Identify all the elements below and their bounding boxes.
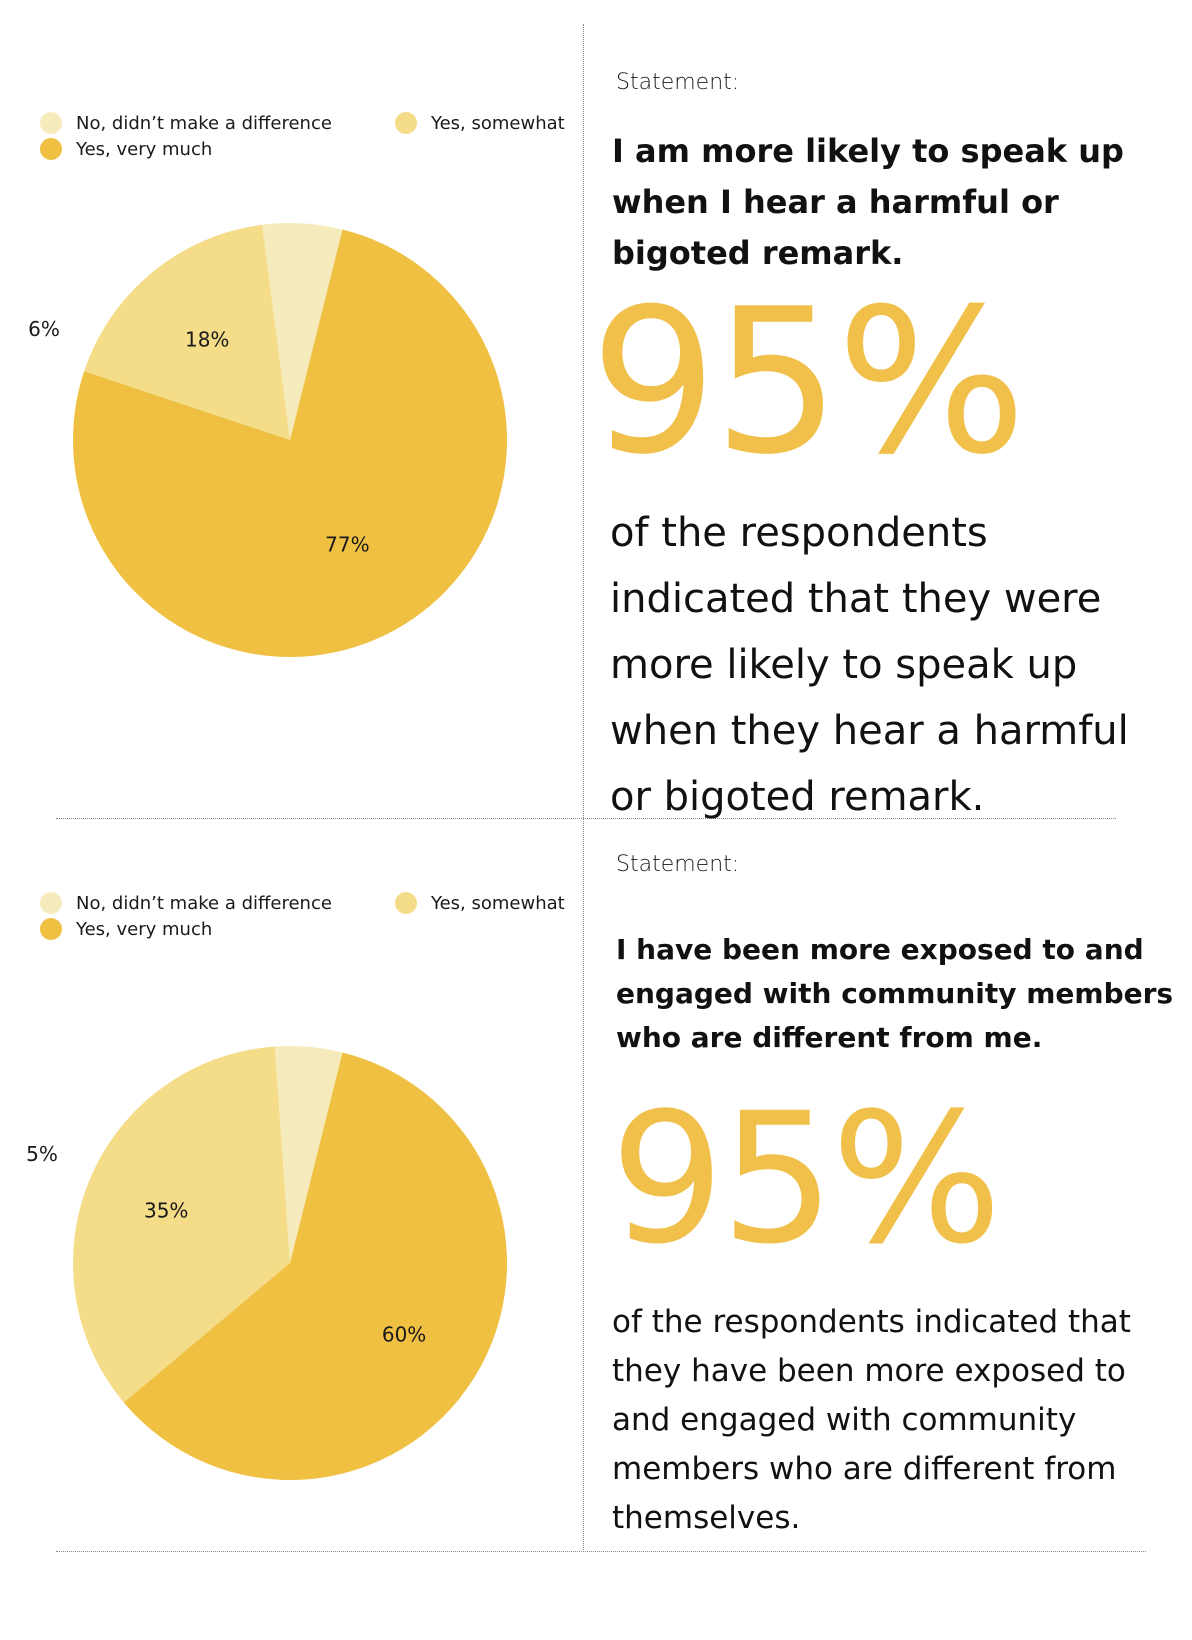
pie-slice-no-difference (274, 1046, 343, 1263)
description-text: of the respondents indicated that they h… (612, 1304, 1131, 1536)
slice-label-very-much: 60% (382, 1322, 426, 1346)
legend-item-very-much: Yes, very much (40, 918, 212, 940)
legend-swatch (395, 112, 417, 134)
slice-label-no-difference: 6% (28, 317, 60, 341)
slice-label-somewhat: 18% (185, 328, 229, 352)
pie-slice-very-much (72, 229, 507, 658)
legend-swatch (40, 892, 62, 914)
slice-label-no-difference: 5% (26, 1142, 58, 1166)
bottom-divider (56, 1551, 1146, 1552)
legend-swatch (40, 138, 62, 160)
slice-label-very-much: 77% (325, 533, 369, 557)
legend: No, didn’t make a difference Yes, somewh… (40, 892, 600, 952)
statement-label: Statement: (616, 852, 740, 877)
legend-item-somewhat: Yes, somewhat (395, 112, 565, 134)
pie-slice-very-much (123, 1052, 508, 1481)
horizontal-divider (56, 818, 1116, 819)
legend-label: Yes, somewhat (431, 892, 565, 914)
legend-swatch (395, 892, 417, 914)
pie-chart: 5% 35% 60% (26, 1046, 508, 1481)
legend-label: Yes, very much (76, 918, 213, 940)
legend-label: Yes, very much (76, 138, 213, 160)
legend-swatch (40, 918, 62, 940)
statement-label: Statement: (616, 70, 740, 95)
statement-text: I have been more exposed to and engaged … (616, 933, 1174, 1054)
panel-exposure: No, didn’t make a difference Yes, somewh… (0, 820, 1192, 1554)
legend-label: No, didn’t make a difference (76, 112, 332, 134)
legend-label: No, didn’t make a difference (76, 892, 332, 914)
legend-item-somewhat: Yes, somewhat (395, 892, 565, 914)
legend: No, didn’t make a difference Yes, somewh… (40, 112, 600, 172)
big-percentage: 95% (610, 1075, 1002, 1284)
panel-speak-up: No, didn’t make a difference Yes, somewh… (28, 70, 1129, 820)
pie-slice-somewhat (73, 1046, 290, 1403)
legend-swatch (40, 112, 62, 134)
slice-label-somewhat: 35% (144, 1198, 188, 1222)
description-text: of the respondents indicated that they w… (610, 510, 1129, 820)
pie-slice-no-difference (262, 223, 343, 440)
legend-item-no-difference: No, didn’t make a difference (40, 112, 332, 134)
legend-item-no-difference: No, didn’t make a difference (40, 892, 332, 914)
legend-item-very-much: Yes, very much (40, 138, 212, 160)
pie-chart: 6% 18% 77% (28, 223, 507, 658)
vertical-divider (583, 24, 584, 1550)
legend-label: Yes, somewhat (431, 112, 565, 134)
pie-slice-somewhat (84, 224, 290, 440)
statement-text: I am more likely to speak up when I hear… (612, 132, 1124, 272)
big-percentage: 95% (590, 266, 1027, 499)
